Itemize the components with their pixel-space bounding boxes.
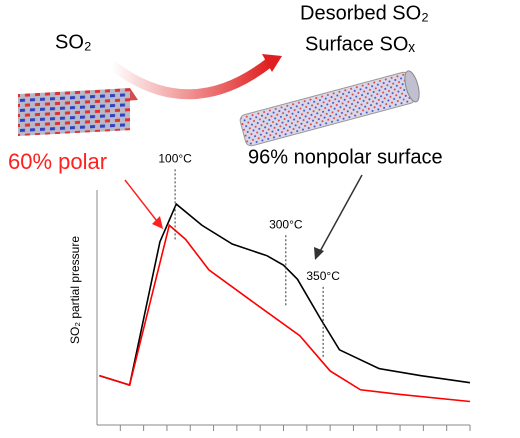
nonpolar-label: 96% nonpolar surface: [248, 146, 443, 168]
surface-label: Surface SOₓ: [305, 33, 415, 55]
nonpolar-arrow: [317, 174, 363, 256]
nanotube: [239, 70, 420, 147]
arrow-head: [152, 216, 163, 229]
temperature-label: 350°C: [306, 269, 340, 283]
series-line: [99, 223, 471, 403]
arrow-head: [314, 247, 324, 260]
y-axis-label: SO₂ partial pressure: [68, 236, 82, 344]
desorbed-label: Desorbed SO₂: [300, 2, 429, 24]
series-line: [99, 202, 471, 387]
temperature-label: 300°C: [269, 217, 303, 231]
reaction-arrow: [108, 58, 274, 100]
temperature-label: 100°C: [158, 152, 192, 166]
polar-label: 60% polar: [8, 149, 107, 174]
polar-crystal: [18, 88, 138, 137]
polar-arrow: [124, 179, 161, 226]
arrow-head: [262, 54, 282, 72]
gas-label: SO₂: [55, 31, 92, 53]
